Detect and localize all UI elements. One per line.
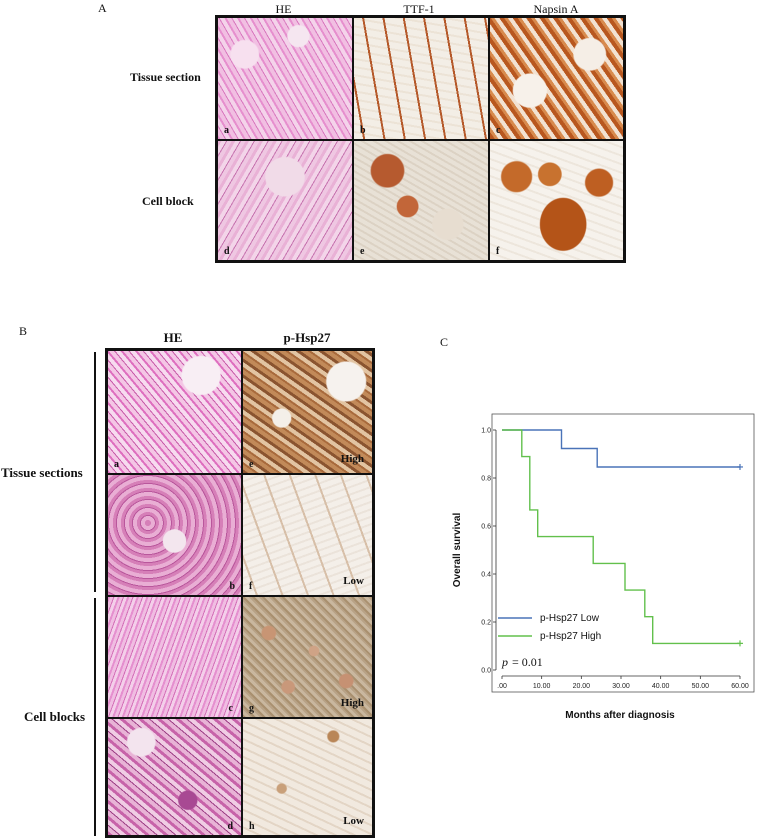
micrograph-phsp27-low-h: h Low	[242, 718, 373, 836]
x-tick-label: 40.00	[652, 683, 670, 690]
tile-letter: e	[360, 246, 365, 257]
panel-b-grid: a e High b f Low c g High d h Low	[105, 348, 375, 838]
legend-label-low: p-Hsp27 Low	[540, 613, 600, 624]
col-head-he-b: HE	[163, 330, 183, 345]
x-tick-label: 60.00	[731, 683, 749, 690]
col-head-he: HE	[275, 2, 292, 16]
group-label-cell-blocks: Cell blocks	[24, 709, 86, 724]
y-tick-label: 0.8	[481, 476, 491, 483]
micrograph-he-tissue-b: b	[107, 474, 242, 596]
expression-grade: Low	[343, 815, 364, 827]
tile-letter: g	[249, 703, 254, 714]
tile-letter: f	[496, 246, 500, 257]
x-tick-label: 50.00	[692, 683, 710, 690]
micrograph-napsin-tissue: c	[489, 17, 624, 140]
x-tick-label: 10.00	[533, 683, 551, 690]
tile-letter: a	[224, 125, 229, 136]
row-label-cell-block: Cell block	[142, 194, 194, 208]
y-axis-title: Overall survival	[452, 513, 463, 588]
y-tick-label: 1.0	[481, 428, 491, 435]
expression-grade: Low	[343, 575, 364, 587]
panel-a-grid: a b c d e f	[215, 15, 626, 263]
row-label-tissue-section: Tissue section	[130, 70, 201, 84]
y-tick-label: 0.0	[481, 668, 491, 675]
panel-c-letter: C	[440, 335, 449, 349]
tile-letter: d	[224, 246, 230, 257]
survival-chart: 0.0 0.2 0.4 0.6 0.8 1.0 .00 10.00 20.00 30.00 40.0…	[452, 413, 755, 721]
micrograph-he-cellblock: d	[217, 140, 353, 261]
cell-blocks-bracket	[94, 598, 96, 836]
tile-letter: c	[228, 703, 233, 714]
micrograph-phsp27-high-e: e High	[242, 350, 373, 474]
tile-letter: f	[249, 581, 253, 592]
group-label-tissue-sections: Tissue sections	[1, 465, 83, 480]
legend-label-high: p-Hsp27 High	[540, 631, 601, 642]
y-tick-label: 0.4	[481, 572, 491, 579]
expression-grade: High	[340, 453, 364, 465]
plot-area	[491, 413, 755, 693]
micrograph-napsin-cellblock: f	[489, 140, 624, 261]
panel-a-letter: A	[98, 1, 107, 15]
micrograph-he-tissue: a	[217, 17, 353, 140]
y-tick-label: 0.6	[481, 524, 491, 531]
x-tick-label: .00	[497, 683, 507, 690]
x-tick-label: 30.00	[612, 683, 630, 690]
micrograph-phsp27-low-f: f Low	[242, 474, 373, 596]
expression-grade: High	[340, 697, 364, 709]
tile-letter: d	[227, 821, 233, 832]
tissue-sections-bracket	[94, 352, 96, 592]
micrograph-ttf1-tissue: b	[353, 17, 489, 140]
tile-letter: b	[229, 581, 235, 592]
tile-letter: c	[496, 125, 501, 136]
micrograph-he-cellblock-c: c	[107, 596, 242, 718]
chart-series	[502, 429, 743, 647]
p-value-text: = 0.01	[512, 655, 543, 669]
x-tick-label: 20.00	[573, 683, 591, 690]
y-tick-label: 0.2	[481, 620, 491, 627]
col-head-napsin: Napsin A	[533, 2, 579, 16]
chart-legend: p-Hsp27 Low p-Hsp27 High p = 0.01	[498, 613, 601, 669]
tile-letter: b	[360, 125, 366, 136]
chart-axes: 0.0 0.2 0.4 0.6 0.8 1.0 .00 10.00 20.00 30.00 40.0…	[481, 428, 749, 691]
series-line-0	[502, 429, 740, 468]
panel-b-letter: B	[19, 324, 28, 338]
tile-letter: a	[114, 459, 119, 470]
micrograph-ttf1-cellblock: e	[353, 140, 489, 261]
micrograph-he-cellblock-d: d	[107, 718, 242, 836]
col-head-ttf1: TTF-1	[403, 2, 435, 16]
x-axis-title: Months after diagnosis	[565, 710, 675, 721]
micrograph-he-tissue-a: a	[107, 350, 242, 474]
tile-letter: h	[249, 821, 255, 832]
p-value-symbol: p	[501, 655, 508, 669]
series-line-1	[502, 429, 740, 645]
tile-letter: e	[249, 459, 254, 470]
col-head-phsp27: p-Hsp27	[283, 330, 331, 345]
micrograph-phsp27-high-g: g High	[242, 596, 373, 718]
